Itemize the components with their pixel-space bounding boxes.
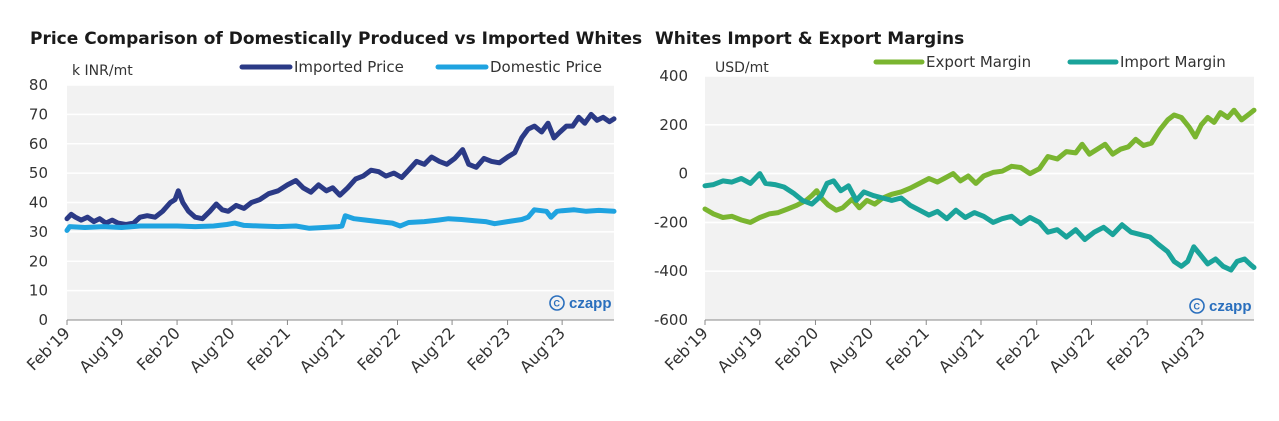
y-tick-label: -600 [654, 311, 688, 329]
y-axis-unit-label: USD/mt [715, 60, 769, 76]
x-tick-label: Aug'21 [935, 323, 988, 376]
series-line-domestic-price [64, 207, 617, 233]
chart-title: Price Comparison of Domestically Produce… [30, 29, 642, 49]
x-tick-label: Aug'22 [1045, 323, 1098, 376]
x-tick-label: Aug'22 [406, 323, 459, 376]
x-tick-label: Feb'20 [133, 323, 184, 374]
y-tick-label: 40 [29, 194, 48, 212]
x-tick-label: Feb'21 [882, 323, 933, 374]
copyright-glyph: C [1194, 302, 1201, 312]
watermark-logo: C czapp [1189, 298, 1252, 315]
x-tick-label: Aug'20 [824, 323, 877, 376]
watermark-text: czapp [569, 295, 612, 312]
y-tick-label: 0 [678, 165, 688, 183]
y-tick-label: 20 [29, 252, 48, 270]
legend-label-import-margin: Import Margin [1120, 53, 1226, 71]
x-tick-label: Aug'23 [516, 323, 569, 376]
y-axis-unit-label: k INR/mt [72, 63, 133, 79]
x-tick-label: Aug'20 [186, 323, 239, 376]
x-tick-label: Feb'22 [993, 323, 1044, 374]
y-tick-label: 30 [29, 223, 48, 241]
copyright-icon [1189, 298, 1205, 314]
x-tick-label: Aug'23 [1156, 323, 1209, 376]
y-axis: 0 10 20 30 40 50 60 70 80 [29, 76, 48, 329]
copyright-icon [549, 295, 565, 311]
legend: Export Margin Import Margin [873, 53, 1226, 71]
series-lines [702, 107, 1257, 273]
y-tick-label: 400 [659, 67, 688, 85]
x-tick-label: Aug'21 [296, 323, 349, 376]
series-line-export-margin [702, 107, 1257, 225]
legend-label-export-margin: Export Margin [926, 53, 1031, 71]
y-tick-label: 60 [29, 135, 48, 153]
x-tick-label: Feb'19 [661, 323, 712, 374]
chart-price-comparison: Price Comparison of Domestically Produce… [23, 29, 642, 376]
grid-lines [67, 84, 614, 292]
x-tick-label: Feb'19 [23, 323, 74, 374]
y-tick-label: 10 [29, 282, 48, 300]
x-axis: Feb'19 Aug'19 Feb'20 Aug'20 Feb'21 Aug'21 Feb'… [23, 319, 614, 376]
y-tick-label: -400 [654, 262, 688, 280]
copyright-glyph: C [554, 299, 561, 309]
legend-label-domestic-price: Domestic Price [490, 58, 602, 76]
y-tick-label: 70 [29, 105, 48, 123]
x-tick-label: Feb'21 [243, 323, 294, 374]
chart-title: Whites Import & Export Margins [655, 29, 964, 49]
y-tick-label: 0 [38, 311, 48, 329]
legend-label-imported-price: Imported Price [294, 58, 404, 76]
x-tick-label: Feb'20 [771, 323, 822, 374]
y-tick-label: 80 [29, 76, 48, 94]
x-tick-label: Aug'19 [714, 323, 767, 376]
y-tick-label: 200 [659, 116, 688, 134]
series-lines [64, 111, 617, 233]
x-tick-label: Feb'23 [1103, 323, 1154, 374]
x-tick-label: Aug'19 [75, 323, 128, 376]
series-line-import-margin [702, 171, 1257, 273]
plot-area [705, 76, 1254, 320]
x-tick-label: Feb'22 [353, 323, 404, 374]
watermark-text: czapp [1209, 298, 1252, 315]
watermark-logo: C czapp [549, 295, 612, 312]
y-axis: -600 -400 -200 0 200 400 [654, 67, 688, 329]
chart-margins: Whites Import & Export Margins -600-400-… [654, 29, 1257, 376]
y-tick-label: 50 [29, 164, 48, 182]
y-tick-label: -200 [654, 213, 688, 231]
x-tick-label: Feb'23 [463, 323, 514, 374]
legend: Imported Price Domestic Price [239, 58, 602, 76]
x-axis: Feb'19 Aug'19 Feb'20 Aug'20 Feb'21 Aug'21 Feb'… [661, 319, 1254, 376]
series-line-imported-price [64, 111, 617, 227]
